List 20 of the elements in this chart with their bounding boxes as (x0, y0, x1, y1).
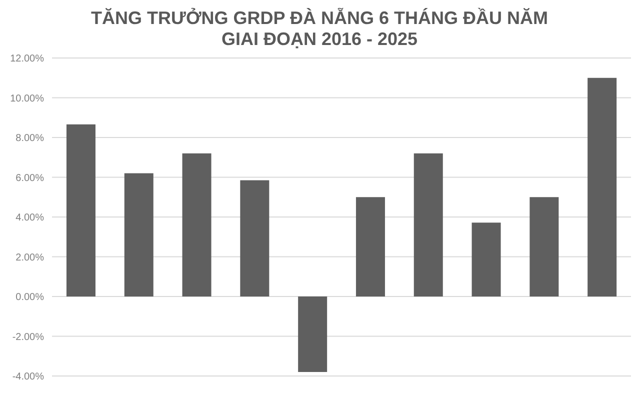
bar (298, 296, 328, 372)
bar (588, 78, 617, 296)
bar (356, 197, 385, 296)
bar (240, 180, 270, 296)
bar (414, 153, 443, 296)
chart-title: TĂNG TRƯỞNG GRDP ĐÀ NẴNG 6 THÁNG ĐẦU NĂM GIAI ĐOẠN 2016 - 2025 (90, 8, 549, 50)
y-tick-label: -2.00% (12, 332, 44, 343)
y-tick-label: 6.00% (16, 172, 44, 184)
y-tick-label: 2.00% (16, 252, 44, 264)
bar (182, 153, 212, 296)
y-tick-label: -4.00% (12, 372, 44, 383)
bar (472, 222, 501, 296)
y-tick-label: 0.00% (16, 292, 44, 304)
y-tick-label: 4.00% (16, 212, 44, 224)
y-tick-label: 8.00% (16, 133, 44, 144)
y-tick-label: 12.00% (10, 54, 44, 65)
bar (530, 197, 559, 296)
y-tick-label: 10.00% (10, 93, 44, 104)
bar (66, 124, 96, 296)
bar (124, 173, 154, 296)
